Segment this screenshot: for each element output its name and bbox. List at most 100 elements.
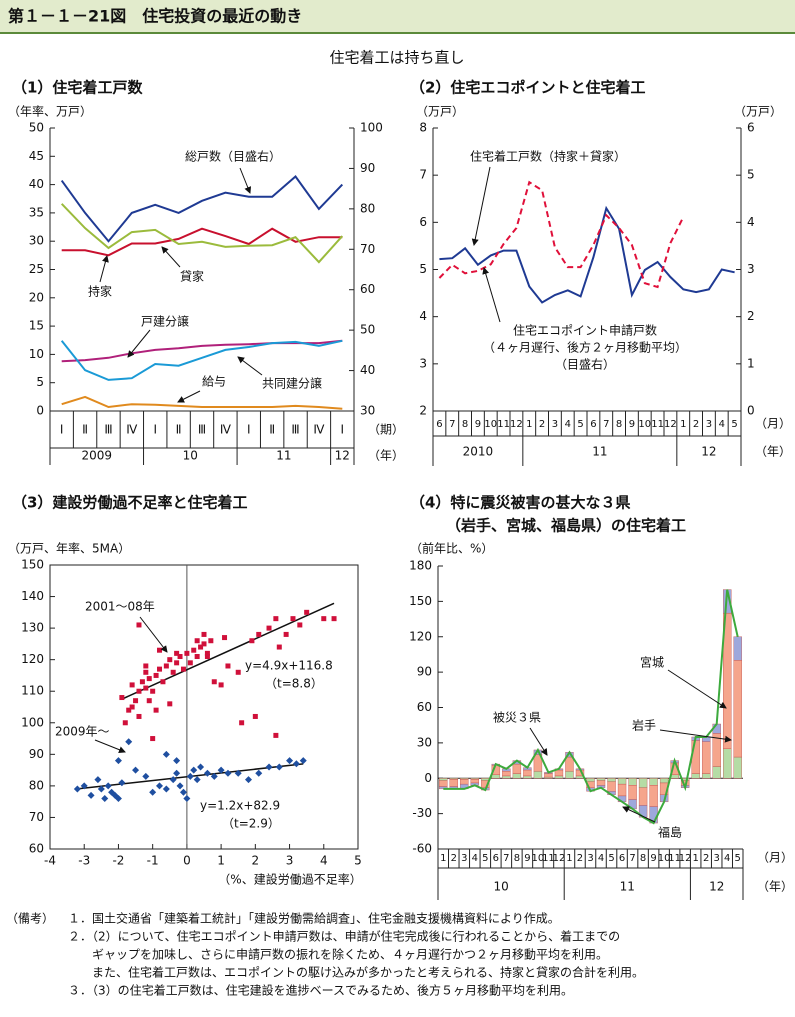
x-tick-label: 3 [587,853,593,864]
y2-tick-label: 4 [747,215,755,229]
x-tick-label: 7 [629,853,635,864]
series-label: 住宅エコポイント申請戸数 [513,323,657,338]
bar-segment [596,778,606,781]
scatter-point [273,732,279,738]
y-tick-label: 90 [29,747,44,761]
x-tick-label: 2 [703,853,709,864]
scatter-point [118,779,126,787]
arrow [237,356,263,376]
scatter-point [249,638,255,644]
y-tick-label: 7 [419,168,427,182]
x-tick-label: 10 [484,419,497,430]
y-tick-label: 180 [409,559,432,573]
scatter-point [276,644,282,650]
bar-segment [439,778,448,781]
x-tick-label: 10 [638,419,651,430]
scatter-point [203,769,211,777]
y2-tick-label: 90 [360,161,375,175]
scatter-point [217,766,225,774]
x-tick-label: 8 [616,419,622,430]
series-line [60,203,344,264]
scatter-point [265,763,273,771]
y-tick-label: 5 [419,262,427,276]
y-tick-label: 45 [29,149,44,163]
arrow [659,729,732,743]
x-tick-label: 12 [553,853,566,864]
x-group-label: 2010 [463,445,494,459]
figure-title: 第１－１－21図 住宅投資の最近の動き [8,7,302,26]
y-tick-label: 150 [409,594,432,608]
x-tick-label: 3 [552,419,558,430]
y-tick-label: 60 [29,842,44,856]
bar-segment [638,778,648,788]
y-tick-label: 25 [29,262,44,276]
bar-segment [523,769,532,777]
x-axis-unit: （月） [757,851,793,865]
y-axis-unit: （前年比、%） [410,541,493,556]
bar-segment [533,770,543,779]
x-group-label: 11 [276,449,291,463]
bar-segment [628,785,637,800]
x-tick-label: 4 [320,854,328,868]
y-tick-label: 15 [29,319,44,333]
series-label: 2009年～ [55,725,110,739]
series-line [443,589,739,825]
bar-segment [512,763,522,774]
scatter-point [167,657,173,663]
x-tick-label: 11 [651,419,664,430]
series-label-note: （目盛右） [555,357,615,372]
scatter-point [146,676,152,682]
scatter-point [211,679,217,685]
scatter-point [153,707,159,713]
arrow [94,739,126,754]
fit-equation: y=1.2x+82.9 [200,799,280,813]
scatter-point [129,704,135,710]
scatter-point [142,772,150,780]
scatter-point [101,795,109,803]
y-tick-label: 2 [419,404,427,418]
x-tick-label: 6 [619,853,625,864]
series-line [439,205,735,304]
x-group-label: 11 [592,445,607,459]
scatter-point [80,782,88,790]
scatter-point [183,795,191,803]
x-tick-label: 12 [664,419,677,430]
x-tick-label: 4 [724,853,730,864]
arrow [482,267,501,323]
scatter-point [97,785,105,793]
bar-segment [544,773,553,778]
y2-tick-label: 70 [360,242,375,256]
scatter-point [173,757,181,765]
x-group-unit: （年） [368,449,404,463]
scatter-point [186,772,194,780]
series-label: 戸建分譲 [141,314,189,329]
scatter-point [139,679,145,685]
scatter-point [162,785,170,793]
scatter-point [286,757,294,765]
scatter-point [193,776,201,784]
x-tick-label: Ⅰ [60,423,64,437]
scatter-point [235,669,241,675]
series-label: 宮城 [640,655,664,670]
scatter-point [129,682,135,688]
x-tick-label: 5 [608,853,614,864]
chart-title: （3）建設労働過不足率と住宅着工 [12,494,247,512]
scatter-point [194,654,200,660]
scatter-point [87,791,95,799]
arrow [99,255,109,283]
y-axis-unit: （年率、万戸） [8,104,92,119]
x-tick-label: 6 [590,419,596,430]
x-tick-label: Ⅱ [269,423,275,437]
x-tick-label: 6 [493,853,499,864]
arrow [161,246,181,268]
y-tick-label: 100 [21,715,44,729]
y-tick-label: 40 [29,177,44,191]
scatter-point [143,669,149,675]
scatter-point [256,631,262,637]
scatter-point [190,766,198,774]
x-tick-label: -2 [112,854,124,868]
y2-tick-label: 50 [360,323,375,337]
bar-segment [649,785,658,807]
x-tick-label: 8 [640,853,646,864]
